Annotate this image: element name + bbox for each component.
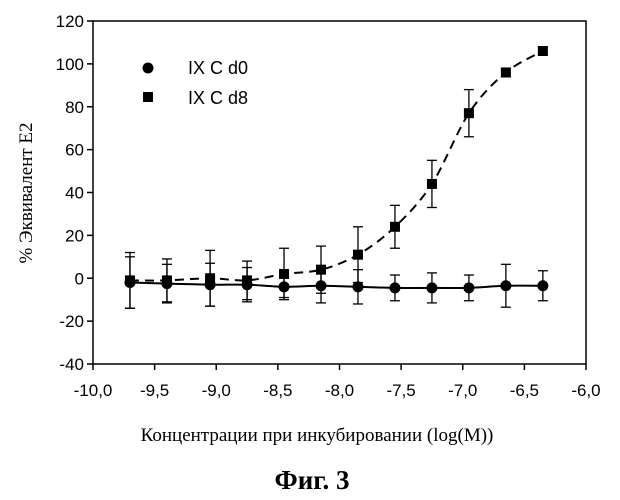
legend: IX C d0 IX C d8 (143, 58, 249, 108)
legend-label-d8: IX C d8 (188, 88, 248, 108)
y-tick-label: 20 (65, 226, 84, 245)
x-tick-label: -9,0 (202, 381, 231, 400)
x-tick-label: -8,0 (325, 381, 354, 400)
data-point-d8 (242, 275, 252, 285)
data-point-d8 (125, 275, 135, 285)
data-point-d0 (426, 282, 437, 293)
y-tick-label: 100 (56, 55, 84, 74)
data-point-d0 (500, 280, 511, 291)
series-d0 (124, 257, 548, 308)
fit-line-d8 (130, 51, 543, 281)
data-point-d0 (389, 282, 400, 293)
x-tick-label: -6,0 (571, 381, 600, 400)
data-point-d8 (538, 46, 548, 56)
data-point-d8 (390, 222, 400, 232)
x-tick-label: -7,5 (386, 381, 415, 400)
data-point-d8 (205, 273, 215, 283)
plot-frame (93, 21, 586, 364)
x-tick-label: -6,5 (510, 381, 539, 400)
data-point-d8 (279, 269, 289, 279)
x-tick-label: -10,0 (74, 381, 113, 400)
y-tick-label: 0 (75, 269, 84, 288)
y-tick-label: 120 (56, 12, 84, 31)
data-point-d8 (353, 250, 363, 260)
series-d8 (125, 46, 548, 308)
data-point-d0 (463, 282, 474, 293)
x-tick-label: -9,5 (140, 381, 169, 400)
fit-line-d0 (130, 283, 543, 289)
y-tick-label: 40 (65, 184, 84, 203)
data-point-d8 (501, 67, 511, 77)
y-axis-title: % Эквивалент E2 (16, 122, 37, 263)
plot-area (124, 46, 548, 308)
y-tick-label: -20 (59, 312, 84, 331)
data-point-d8 (162, 275, 172, 285)
y-tick-label: -40 (59, 355, 84, 374)
y-tick-label: 80 (65, 98, 84, 117)
data-point-d8 (316, 265, 326, 275)
x-tick-label: -7,0 (448, 381, 477, 400)
x-axis-title: Концентрации при инкубировании (log(M)) (141, 425, 494, 446)
data-point-d8 (427, 179, 437, 189)
legend-marker-circle (143, 63, 154, 74)
data-point-d0 (537, 280, 548, 291)
y-tick-label: 60 (65, 141, 84, 160)
axes: -40 -20 0 20 40 60 80 100 120 -10,0 -9,5 -9,0 -8,5 -8… (56, 12, 601, 400)
legend-label-d0: IX C d0 (188, 58, 248, 78)
data-point-d8 (464, 108, 474, 118)
figure-caption: Фиг. 3 (275, 465, 350, 495)
legend-marker-square (143, 92, 153, 102)
x-tick-label: -8,5 (263, 381, 292, 400)
